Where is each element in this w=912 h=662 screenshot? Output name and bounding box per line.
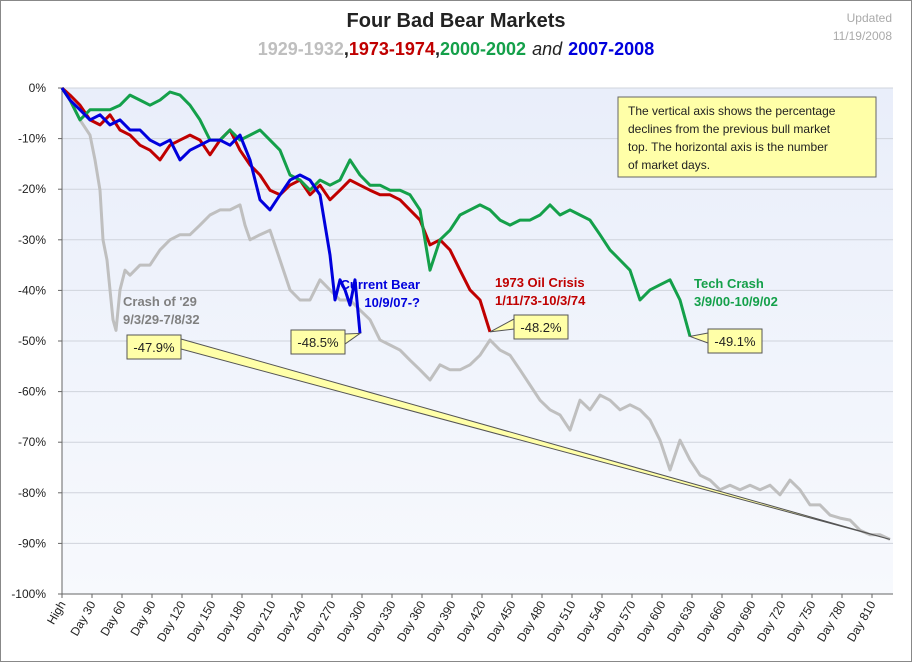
y-tick-label: -30% xyxy=(18,233,46,247)
callout-box xyxy=(290,329,346,355)
series-label: Tech Crash xyxy=(694,276,764,291)
subtitle-part: 2007-2008 xyxy=(568,39,654,59)
subtitle-separator: and xyxy=(532,39,563,59)
y-tick-label: -50% xyxy=(18,334,46,348)
series-label: 3/9/00-10/9/02 xyxy=(694,294,778,309)
y-tick-label: -60% xyxy=(18,385,46,399)
subtitle-part: 1973-1974 xyxy=(349,39,435,59)
series-line xyxy=(60,87,891,541)
chart-title: Four Bad Bear Markets xyxy=(347,10,566,32)
series-label: 9/3/29-7/8/32 xyxy=(123,312,200,327)
series-label: 1/11/73-10/3/74 xyxy=(495,293,586,308)
note-line: of market days. xyxy=(628,158,710,172)
callout-box xyxy=(513,314,569,340)
note-line: declines from the previous bull market xyxy=(628,122,831,136)
series-label: Current Bear xyxy=(341,277,420,292)
y-tick-label: -70% xyxy=(18,435,46,449)
y-tick-label: 0% xyxy=(29,81,47,95)
y-tick-label: -100% xyxy=(11,587,46,601)
y-tick-label: -90% xyxy=(18,536,46,550)
callout-label: -49.1% xyxy=(714,334,756,349)
note-line: top. The horizontal axis is the number xyxy=(628,140,828,154)
subtitle-separator: , xyxy=(435,39,440,59)
callout-box xyxy=(126,334,182,360)
y-tick-label: -80% xyxy=(18,486,46,500)
series-line xyxy=(60,87,692,337)
callout-label: -48.5% xyxy=(297,335,339,350)
updated: Updated xyxy=(847,11,892,25)
updated-date: 11/19/2008 xyxy=(833,29,892,43)
note-box xyxy=(617,96,877,178)
series-line xyxy=(60,87,362,334)
subtitle-separator: , xyxy=(344,39,349,59)
subtitle-part: 2000-2002 xyxy=(440,39,526,59)
series-line xyxy=(61,86,492,333)
y-tick-label: -10% xyxy=(18,132,46,146)
subtitle-part: 1929-1932 xyxy=(258,39,344,59)
y-tick-label: -40% xyxy=(18,283,46,297)
callout-box xyxy=(707,328,763,354)
y-tick-label: -20% xyxy=(18,182,46,196)
callout-label: -47.9% xyxy=(133,340,175,355)
series-label: 1973 Oil Crisis xyxy=(495,275,585,290)
series-label: Crash of '29 xyxy=(123,294,197,309)
callout-label: -48.2% xyxy=(520,320,562,335)
series-label: 10/9/07-? xyxy=(364,295,420,310)
note-line: The vertical axis shows the percentage xyxy=(628,104,836,118)
chart-subtitle: 1929-1932,1973-1974,2000-2002 and 2007-200… xyxy=(258,39,654,59)
